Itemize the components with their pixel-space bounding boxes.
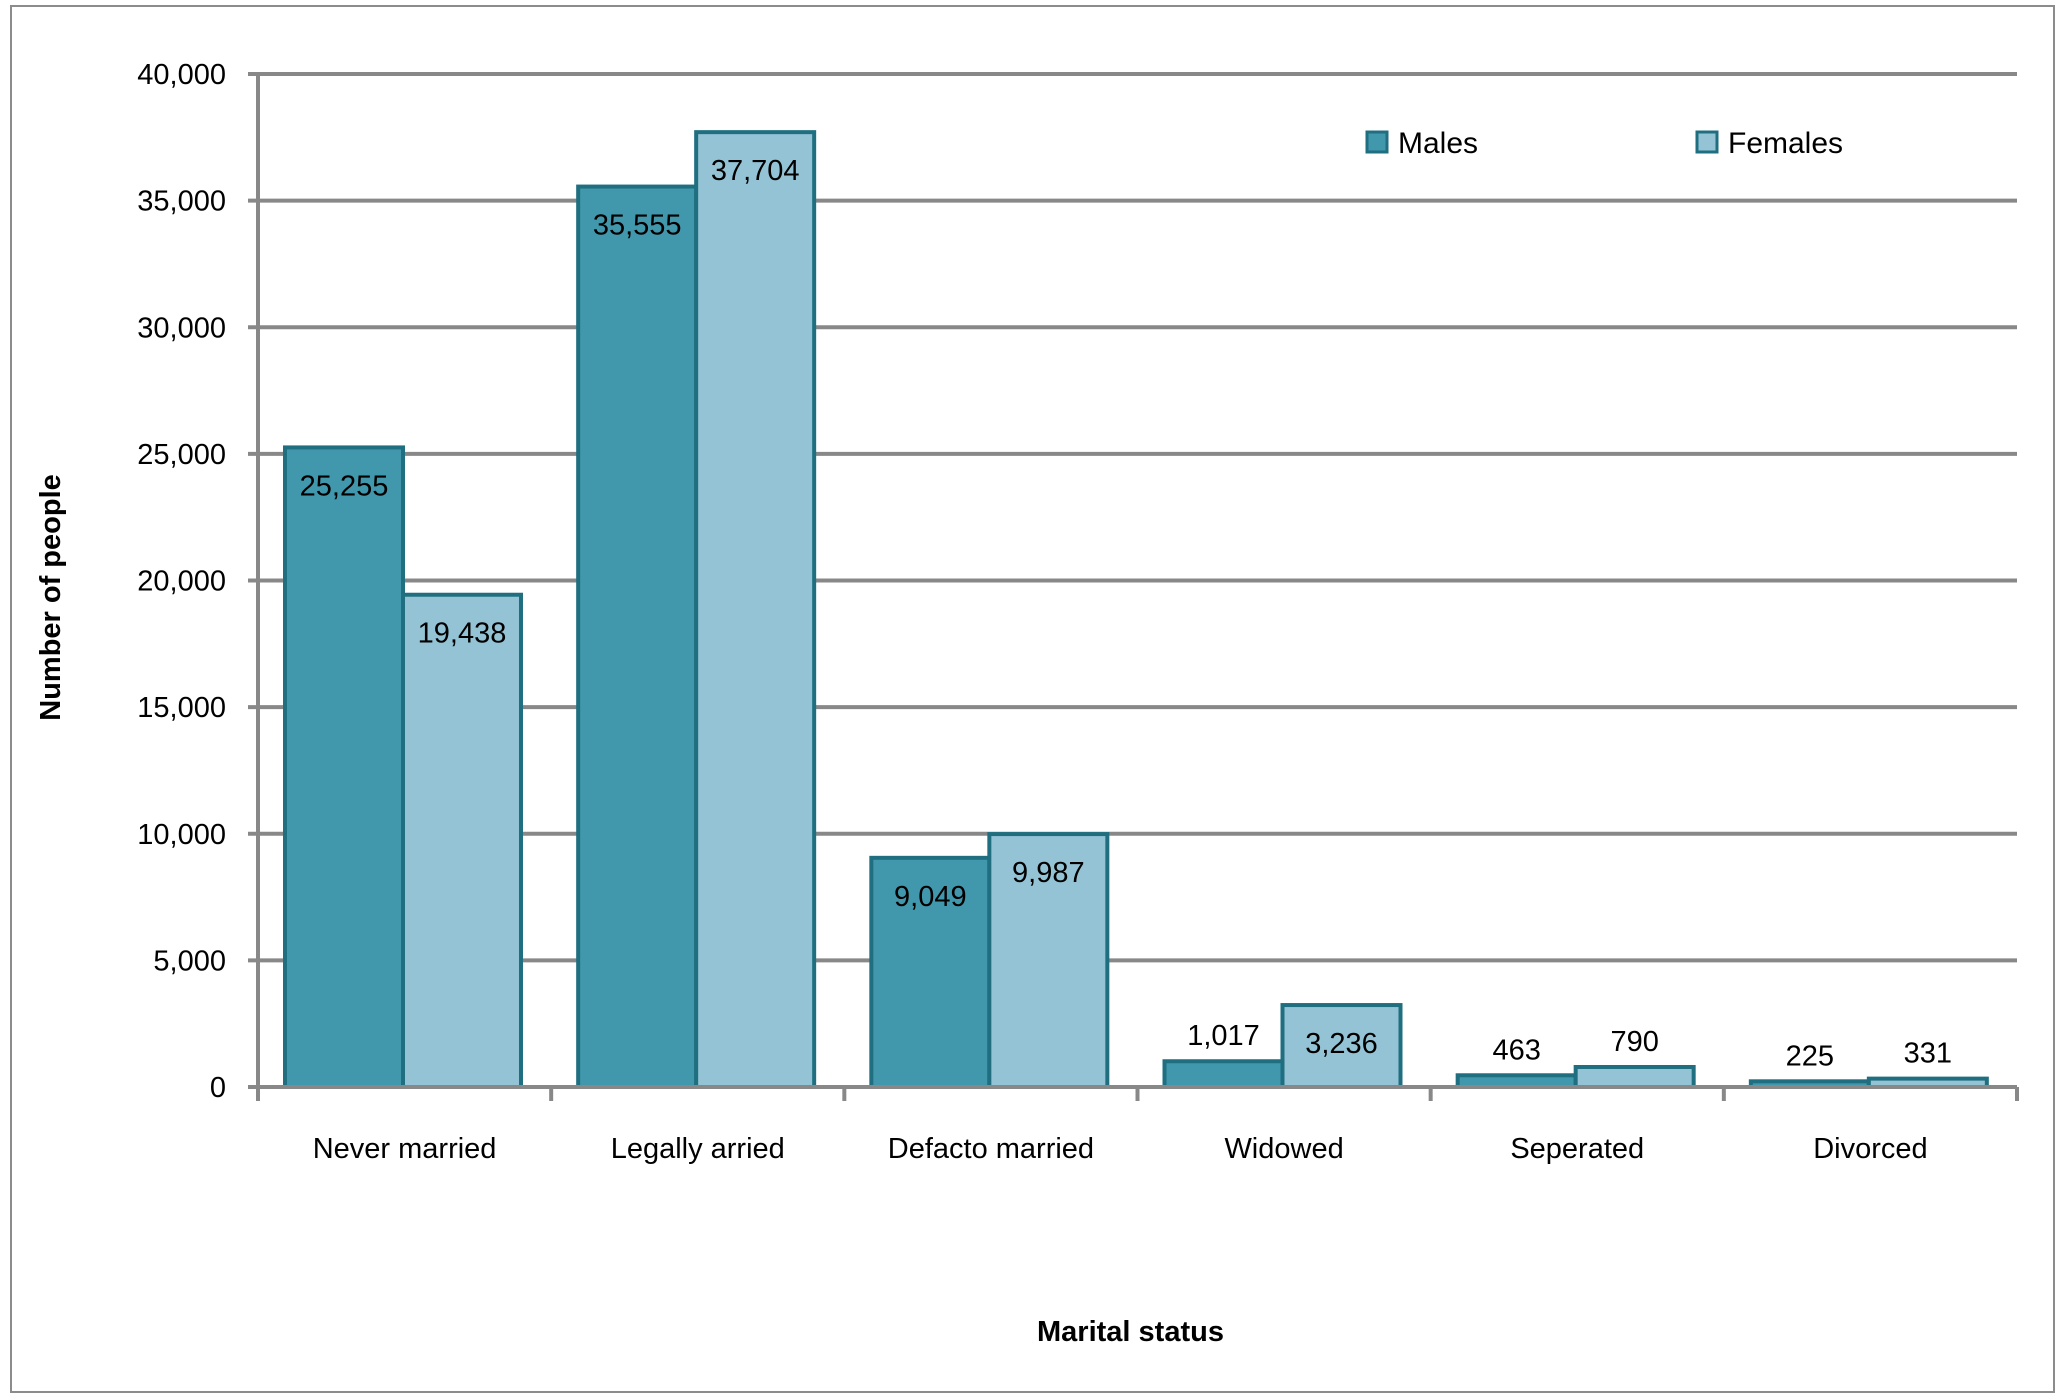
legend-swatch-males (1365, 130, 1389, 154)
data-labels: 25,255 35,555 9,049 1,017 463 225 19,438 37,704… (300, 155, 1952, 1072)
x-tick-label: Defacto married (888, 1133, 1094, 1165)
x-tick-label: Widowed (1224, 1133, 1343, 1165)
y-tick-label: 30,000 (137, 312, 226, 344)
y-tick-label: 0 (210, 1072, 226, 1104)
y-ticks: 0 5,000 10,000 15,000 20,000 25,000 30,000 35,0… (137, 59, 258, 1104)
y-axis-title: Number of people (35, 474, 67, 721)
bar-females-3 (1280, 1003, 1403, 1089)
y-tick-label: 10,000 (137, 819, 226, 851)
bar-males-0 (283, 445, 405, 1089)
y-tick-label: 25,000 (137, 439, 226, 471)
legend-label: Females (1728, 127, 1843, 160)
legend: Males Females (1365, 127, 1843, 160)
legend-swatch-females (1695, 130, 1719, 154)
x-axis-title: Marital status (1037, 1316, 1224, 1348)
y-tick-label: 35,000 (137, 186, 226, 218)
y-tick-label: 5,000 (153, 945, 226, 977)
legend-label: Males (1398, 127, 1478, 160)
gridlines (258, 72, 2017, 963)
y-tick-label: 40,000 (137, 59, 226, 91)
data-label: 19,438 (418, 618, 507, 650)
data-label: 225 (1786, 1040, 1834, 1072)
bar-females-1 (694, 130, 817, 1090)
y-tick-label: 15,000 (137, 692, 226, 724)
x-tick-label: Divorced (1813, 1133, 1927, 1165)
data-label: 790 (1610, 1026, 1658, 1058)
bars (283, 130, 1989, 1090)
bar-females-4 (1573, 1064, 1696, 1090)
data-label: 331 (1904, 1038, 1952, 1070)
data-label: 35,555 (593, 210, 682, 242)
bar-females-0 (401, 592, 523, 1090)
data-label: 1,017 (1187, 1020, 1260, 1052)
data-label: 3,236 (1305, 1028, 1378, 1060)
data-label: 9,049 (894, 881, 967, 913)
bar-males-3 (1162, 1059, 1285, 1090)
bar-males-1 (576, 184, 699, 1089)
y-tick-label: 20,000 (137, 566, 226, 598)
data-label: 9,987 (1012, 857, 1085, 889)
x-ticks: Never married Legally arried Defacto marri… (256, 1087, 2019, 1165)
data-label: 37,704 (711, 155, 800, 187)
data-label: 25,255 (300, 470, 389, 502)
data-label: 463 (1492, 1034, 1540, 1066)
x-tick-label: Seperated (1510, 1133, 1644, 1165)
x-tick-label: Legally arried (611, 1133, 785, 1165)
x-tick-label: Never married (313, 1133, 497, 1165)
